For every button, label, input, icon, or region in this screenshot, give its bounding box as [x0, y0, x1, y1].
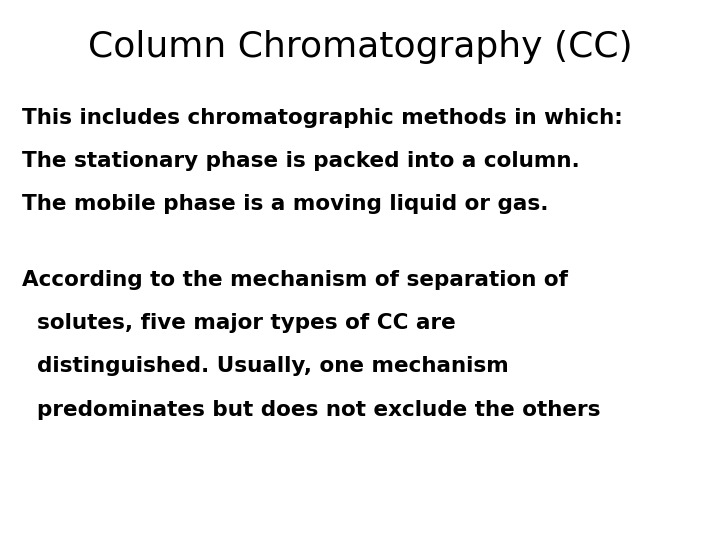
Text: distinguished. Usually, one mechanism: distinguished. Usually, one mechanism: [22, 356, 508, 376]
Text: According to the mechanism of separation of: According to the mechanism of separation…: [22, 270, 567, 290]
Text: This includes chromatographic methods in which:: This includes chromatographic methods in…: [22, 108, 622, 128]
Text: The mobile phase is a moving liquid or gas.: The mobile phase is a moving liquid or g…: [22, 194, 548, 214]
Text: solutes, five major types of CC are: solutes, five major types of CC are: [22, 313, 455, 333]
Text: predominates but does not exclude the others: predominates but does not exclude the ot…: [22, 400, 600, 420]
Text: The stationary phase is packed into a column.: The stationary phase is packed into a co…: [22, 151, 580, 171]
Text: Column Chromatography (CC): Column Chromatography (CC): [88, 30, 632, 64]
